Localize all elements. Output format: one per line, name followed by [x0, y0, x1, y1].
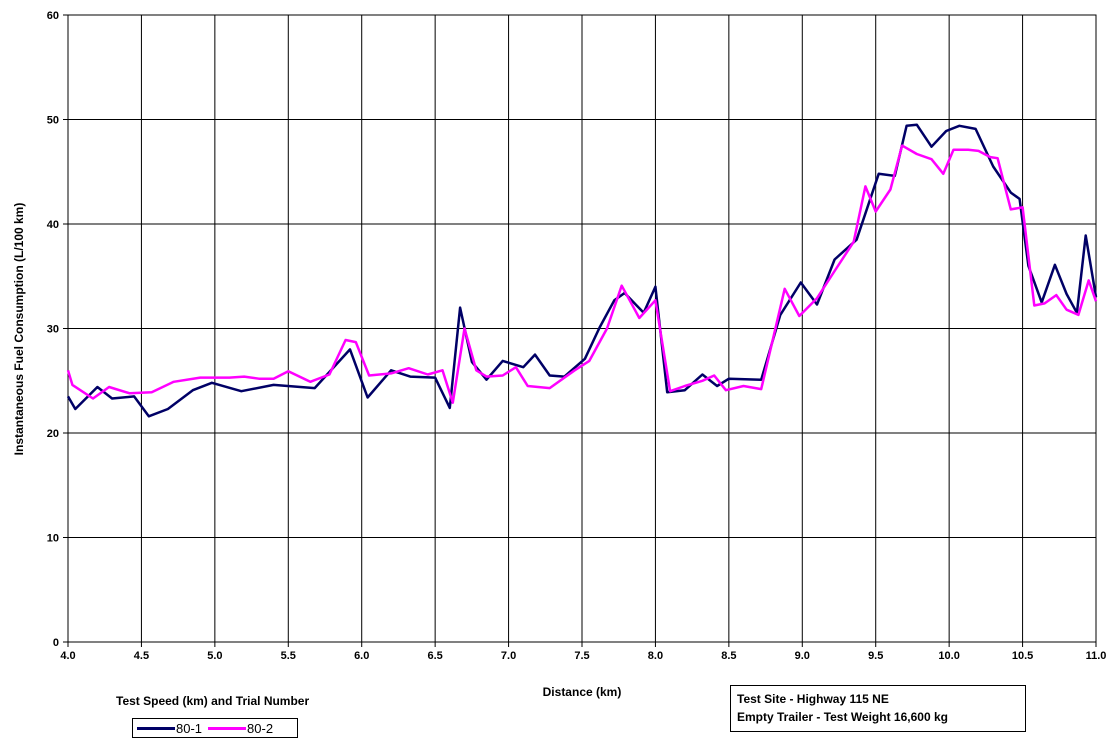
x-tick-label: 10.0	[938, 650, 959, 662]
x-axis-title: Distance (km)	[543, 685, 622, 699]
x-tick-label: 4.5	[134, 650, 149, 662]
x-tick-label: 6.0	[354, 650, 369, 662]
x-tick-label: 10.5	[1012, 650, 1033, 662]
legend-entry-80-2: 80-2	[208, 721, 273, 736]
x-tick-label: 4.0	[60, 650, 75, 662]
y-tick-label: 30	[47, 324, 59, 336]
note-line-1: Test Site - Highway 115 NE	[737, 692, 889, 706]
legend-label-80-1: 80-1	[176, 720, 203, 736]
legend-entry-80-1: 80-1	[137, 721, 202, 736]
legend: 80-1 80-2	[132, 718, 298, 738]
x-tick-label: 7.0	[501, 650, 516, 662]
x-tick-label: 8.0	[648, 650, 663, 662]
y-axis-title: Instantaneous Fuel Consumption (L/100 km…	[12, 203, 26, 456]
x-tick-label: 9.0	[795, 650, 810, 662]
y-tick-label: 60	[47, 10, 59, 22]
legend-swatch-80-2	[208, 726, 247, 730]
y-tick-label: 50	[47, 115, 59, 127]
note-line-2: Empty Trailer - Test Weight 16,600 kg	[737, 710, 948, 724]
x-tick-label: 5.0	[207, 650, 222, 662]
y-tick-label: 0	[53, 637, 59, 649]
x-tick-label: 8.5	[721, 650, 736, 662]
x-axis-tick-labels: 4.0 4.5 5.0 5.5 6.0 6.5 7.0 7.5 8.0 8.5 9.0 9.5 10.0…	[60, 650, 1106, 662]
x-tick-label: 9.5	[868, 650, 883, 662]
x-tick-label: 11.0	[1086, 650, 1107, 662]
x-tick-label: 6.5	[427, 650, 442, 662]
legend-title: Test Speed (km) and Trial Number	[116, 694, 310, 708]
series-lines	[66, 123, 1098, 418]
legend-label-80-2: 80-2	[247, 720, 274, 736]
x-tick-label: 7.5	[574, 650, 589, 662]
y-axis-tick-labels: 0 10 20 30 40 50 60	[47, 10, 59, 649]
x-tick-label: 5.5	[281, 650, 296, 662]
y-tick-label: 20	[47, 428, 59, 440]
plot-area-border	[67, 14, 1097, 643]
legend-swatch-80-1	[137, 726, 175, 730]
test-site-note: Test Site - Highway 115 NE Empty Trailer…	[730, 685, 1026, 732]
grid-lines	[63, 14, 1097, 647]
y-tick-label: 10	[47, 533, 59, 545]
y-tick-label: 40	[47, 219, 59, 231]
series-line-80-2	[66, 144, 1098, 404]
